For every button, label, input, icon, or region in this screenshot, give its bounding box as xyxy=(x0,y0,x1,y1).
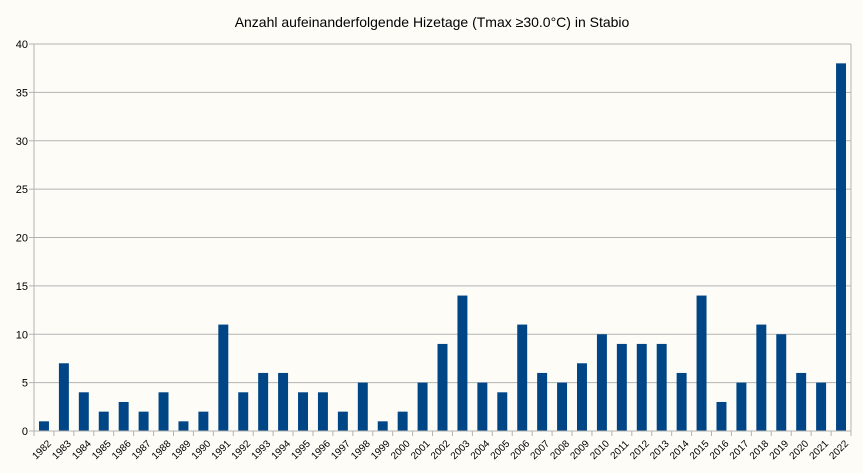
bar-2010 xyxy=(596,334,607,431)
y-tick-label: 5 xyxy=(22,378,28,390)
bars xyxy=(38,63,847,431)
y-tick-label: 35 xyxy=(16,87,28,99)
y-axis: 0 5 10 15 20 25 30 35 40 xyxy=(16,39,34,438)
chart-title: Anzahl aufeinanderfolgende Hizetage (Tma… xyxy=(235,14,630,30)
bar-2022 xyxy=(836,63,847,431)
bar-2007 xyxy=(537,372,548,431)
bar-2020 xyxy=(796,372,807,431)
bar-2001 xyxy=(417,382,428,431)
y-tick-label: 20 xyxy=(16,233,28,245)
bar-1986 xyxy=(118,401,129,431)
bar-1992 xyxy=(238,392,249,431)
bar-2013 xyxy=(656,343,667,431)
bar-2019 xyxy=(776,334,787,431)
y-tick-label: 15 xyxy=(16,281,28,293)
bar-1998 xyxy=(357,382,368,431)
bar-1999 xyxy=(377,421,388,431)
bar-2012 xyxy=(636,343,647,431)
bar-2016 xyxy=(716,401,727,431)
bar-2021 xyxy=(816,382,827,431)
y-tick-label: 10 xyxy=(16,329,28,341)
bar-2008 xyxy=(557,382,568,431)
bar-1989 xyxy=(178,421,189,431)
bar-2014 xyxy=(676,372,687,431)
y-tick-label: 0 xyxy=(22,426,28,438)
bar-2009 xyxy=(577,363,587,431)
bar-2006 xyxy=(517,324,528,431)
bar-1997 xyxy=(337,411,348,431)
bar-1983 xyxy=(58,363,69,431)
bar-1993 xyxy=(258,372,269,431)
bar-1988 xyxy=(158,392,169,431)
y-tick-label: 30 xyxy=(16,136,28,148)
bar-2017 xyxy=(736,382,747,431)
bar-1990 xyxy=(198,411,209,431)
bar-2018 xyxy=(756,324,767,431)
bar-1982 xyxy=(38,421,49,431)
bar-1991 xyxy=(218,324,229,431)
bar-1987 xyxy=(138,411,149,431)
bar-2002 xyxy=(437,343,448,431)
bar-2004 xyxy=(477,382,488,431)
bar-1984 xyxy=(78,392,89,431)
bar-2011 xyxy=(616,343,627,431)
bar-1985 xyxy=(98,411,109,431)
y-tick-label: 25 xyxy=(16,184,28,196)
bar-2000 xyxy=(397,411,408,431)
bar-1994 xyxy=(278,372,289,431)
y-tick-label: 40 xyxy=(16,39,28,51)
bar-2015 xyxy=(696,295,707,431)
bar-1995 xyxy=(298,392,308,431)
bar-1996 xyxy=(317,392,328,431)
bar-2005 xyxy=(497,392,508,431)
bar-2003 xyxy=(457,295,468,431)
grid-lines xyxy=(33,43,852,432)
